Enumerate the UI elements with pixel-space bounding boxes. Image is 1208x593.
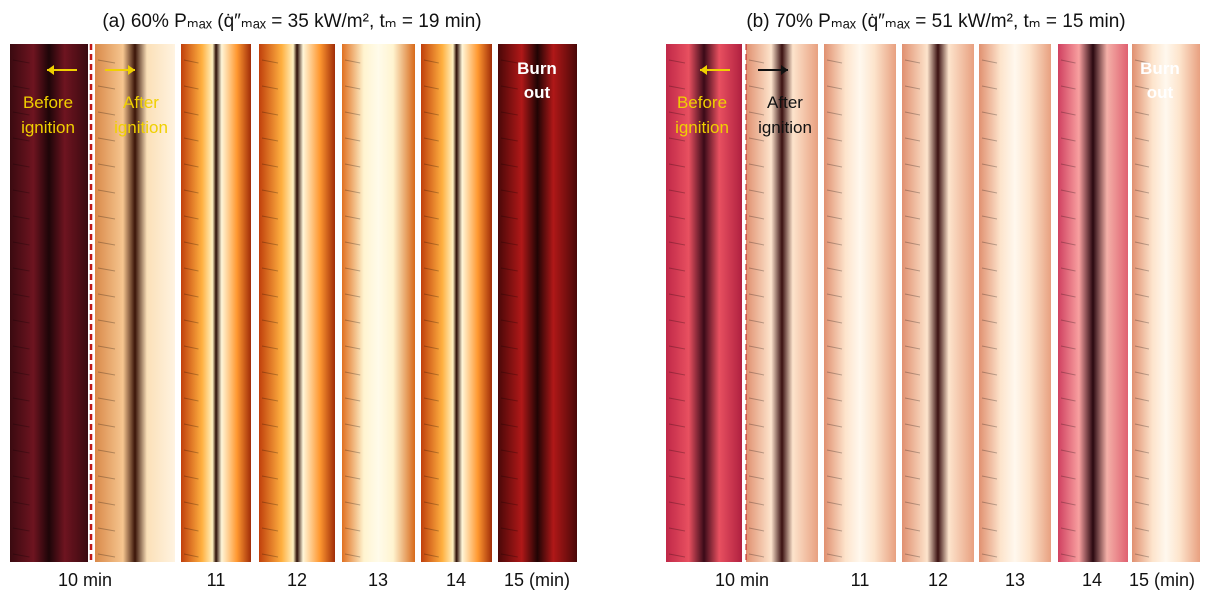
time-label: 11 — [851, 570, 870, 590]
after-ignition: After — [767, 93, 803, 112]
photo-strip — [421, 44, 492, 562]
time-label: 11 — [207, 570, 226, 590]
before-ignition: ignition — [21, 118, 75, 137]
burn-out: Burn — [517, 59, 557, 78]
burn-out: out — [524, 83, 551, 102]
time-label: 15 (min) — [504, 570, 570, 590]
after-ignition: ignition — [758, 118, 812, 137]
time-label: 14 — [1082, 570, 1102, 590]
photo-strip — [979, 44, 1051, 562]
panel-title: (b) 70% Pₘₐₓ (q̇″ₘₐₓ = 51 kW/m², tₘ = 15… — [746, 11, 1125, 32]
photo-strip — [498, 44, 577, 562]
before-ignition: Before — [677, 93, 727, 112]
time-label: 10 min — [58, 570, 112, 590]
photo-strip — [1132, 44, 1200, 562]
time-label: 13 — [1005, 570, 1025, 590]
photo-strip — [902, 44, 974, 562]
panel-title: (a) 60% Pₘₐₓ (q̇″ₘₐₓ = 35 kW/m², tₘ = 19… — [102, 11, 481, 32]
burn-out: out — [1147, 83, 1174, 102]
photo-strip — [1058, 44, 1128, 562]
burn-out: Burn — [1140, 59, 1180, 78]
time-label: 12 — [287, 570, 307, 590]
photo-strip — [342, 44, 415, 562]
photo-strip — [259, 44, 335, 562]
time-label: 15 (min) — [1129, 570, 1195, 590]
time-label: 12 — [928, 570, 948, 590]
photo-strip — [181, 44, 251, 562]
time-label: 10 min — [715, 570, 769, 590]
after-ignition: After — [123, 93, 159, 112]
before-ignition: ignition — [675, 118, 729, 137]
time-label: 13 — [368, 570, 388, 590]
photo-strip — [824, 44, 896, 562]
after-ignition: ignition — [114, 118, 168, 137]
before-ignition: Before — [23, 93, 73, 112]
figure: (a) 60% Pₘₐₓ (q̇″ₘₐₓ = 35 kW/m², tₘ = 19… — [0, 0, 1208, 593]
photo-strips — [10, 44, 1200, 562]
time-label: 14 — [446, 570, 466, 590]
